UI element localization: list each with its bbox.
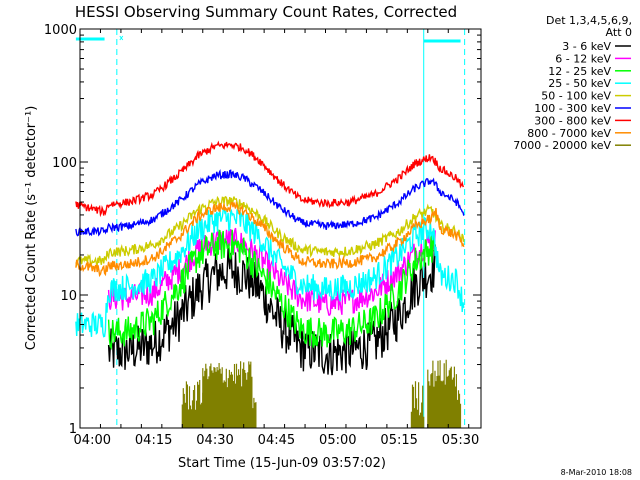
series-line-1 — [107, 227, 436, 316]
legend-label: 50 - 100 keV — [541, 90, 611, 103]
legend-label: 800 - 7000 keV — [527, 127, 611, 140]
legend-label: 25 - 50 keV — [548, 77, 611, 90]
mode-flag-icon — [119, 35, 124, 41]
attenuator-markers — [75, 29, 466, 428]
series-line-4 — [75, 195, 465, 268]
x-tick-label: 04:15 — [135, 433, 172, 448]
legend-label: 7000 - 20000 keV — [513, 139, 611, 152]
series-line-3 — [75, 206, 465, 338]
legend-label: 3 - 6 keV — [562, 40, 611, 53]
x-axis-label: Start Time (15-Jun-09 03:57:02) — [178, 456, 386, 471]
footer-timestamp: 8-Mar-2010 18:08 — [561, 468, 632, 477]
series-line-0 — [107, 244, 436, 376]
series-line-2 — [107, 229, 436, 351]
legend-header: Det 1,3,4,5,6,9, — [546, 14, 632, 27]
legend-label: 6 - 12 keV — [555, 52, 611, 65]
chart-title: HESSI Observing Summary Count Rates, Cor… — [75, 3, 457, 21]
x-tick-label: 05:30 — [442, 433, 479, 448]
series-line-8-burst — [234, 389, 257, 428]
legend-label: 300 - 800 keV — [534, 114, 611, 127]
legend-label: 12 - 25 keV — [548, 65, 611, 78]
x-tick-label: 05:15 — [380, 433, 417, 448]
x-tick-label: 04:30 — [196, 433, 233, 448]
legend-header: Att 0 — [606, 26, 632, 39]
series-lines — [75, 140, 465, 428]
series-line-8-burst — [410, 381, 425, 428]
y-tick-label: 1 — [69, 422, 77, 437]
series-line-5 — [75, 168, 465, 237]
legend-label: 100 - 300 keV — [534, 102, 611, 115]
series-line-7 — [75, 201, 465, 278]
y-tick-label: 10 — [60, 289, 77, 304]
series-line-6 — [75, 140, 464, 218]
plot-border — [79, 28, 482, 429]
y-tick-label: 100 — [52, 156, 77, 171]
y-tick-label: 1000 — [44, 23, 77, 38]
x-tick-label: 05:00 — [319, 433, 356, 448]
plot-frame — [79, 28, 482, 429]
y-axis-label: Corrected Count Rate (s⁻¹ detector⁻¹) — [24, 106, 39, 351]
y-axis: 1 10 100 1000 — [44, 23, 481, 437]
series-line-8-burst — [447, 389, 462, 428]
x-tick-label: 04:00 — [74, 433, 111, 448]
x-tick-label: 04:45 — [258, 433, 295, 448]
x-axis: 04:00 04:15 04:30 04:45 05:00 05:15 05:30 — [74, 29, 479, 448]
